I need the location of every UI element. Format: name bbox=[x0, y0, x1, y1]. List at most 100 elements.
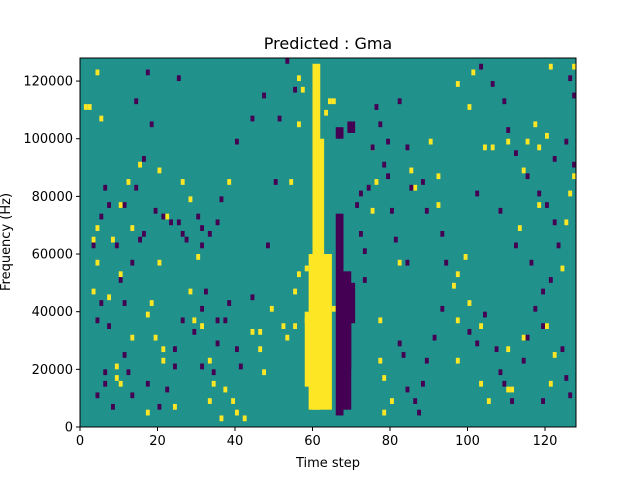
heatmap-cell-high bbox=[521, 334, 526, 341]
heatmap-cell-low bbox=[204, 288, 208, 295]
heatmap-cell-high bbox=[506, 138, 511, 145]
heatmap-cell-low bbox=[525, 173, 530, 180]
heatmap-cell-low bbox=[250, 115, 255, 122]
heatmap-cell-high bbox=[91, 288, 96, 295]
heatmap-cell-low bbox=[200, 242, 205, 249]
heatmap-cell-low bbox=[145, 69, 150, 76]
heatmap-cell-low bbox=[572, 161, 577, 168]
heatmap-cell-low bbox=[374, 104, 379, 110]
heatmap-cell-low bbox=[494, 346, 499, 353]
heatmap-cell-low bbox=[130, 392, 135, 399]
heatmap-cell-high bbox=[486, 398, 491, 404]
heatmap-cell-high bbox=[331, 98, 336, 105]
x-axis-label: Time step bbox=[295, 456, 360, 471]
heatmap-cell-low bbox=[502, 98, 507, 105]
heatmap-cell-low bbox=[440, 230, 445, 237]
heatmap-cell-low bbox=[107, 202, 112, 208]
heatmap-cell-low bbox=[514, 150, 518, 157]
heatmap-cell-high bbox=[285, 334, 290, 341]
heatmap-cell-high bbox=[173, 403, 177, 410]
heatmap-cell-high bbox=[467, 104, 472, 110]
heatmap-cell-low bbox=[200, 225, 205, 231]
heatmap-cell-low bbox=[421, 179, 425, 185]
heatmap-cell-high bbox=[207, 357, 212, 364]
x-tick-label: 40 bbox=[227, 434, 244, 449]
heatmap-cell-low bbox=[533, 305, 538, 312]
heatmap-cell-high bbox=[114, 363, 119, 370]
heatmap-cell-high bbox=[281, 323, 286, 329]
heatmap-cells bbox=[80, 58, 577, 427]
heatmap-cell-high bbox=[564, 219, 569, 226]
heatmap-cell-low bbox=[560, 346, 565, 353]
heatmap-cell-high bbox=[231, 398, 236, 404]
heatmap-cell-low bbox=[142, 156, 146, 162]
heatmap-cell-low bbox=[475, 340, 480, 347]
heatmap-cell-high bbox=[374, 179, 379, 185]
heatmap-cell-low bbox=[223, 317, 228, 324]
heatmap-cell-low bbox=[285, 58, 290, 64]
heatmap-cell-high bbox=[157, 167, 162, 174]
heatmap-cell-low bbox=[207, 230, 212, 237]
heatmap-cell-low bbox=[103, 369, 108, 376]
heatmap-cell-high bbox=[525, 138, 530, 145]
heatmap-cell-high bbox=[537, 144, 542, 151]
heatmap-cell-low bbox=[545, 202, 549, 208]
heatmap-cell-low bbox=[421, 380, 425, 387]
heatmap-cell-low bbox=[238, 363, 243, 370]
heatmap-cell-high bbox=[211, 380, 216, 387]
heatmap-cell-low bbox=[417, 409, 422, 416]
heatmap-cell-high bbox=[552, 352, 557, 358]
y-tick-label: 40000 bbox=[32, 305, 73, 320]
heatmap-cell-high bbox=[548, 380, 553, 387]
heatmap-cell-low bbox=[432, 334, 437, 341]
heatmap-cell-high bbox=[490, 144, 495, 151]
heatmap-cell-low bbox=[424, 357, 429, 364]
x-tick-label: 120 bbox=[533, 434, 558, 449]
heatmap-cell-high bbox=[200, 323, 205, 329]
heatmap-cell-low bbox=[483, 311, 487, 318]
heatmap-cell-low bbox=[250, 294, 255, 301]
heatmap-cell-low bbox=[266, 242, 270, 249]
y-tick-label: 60000 bbox=[32, 248, 73, 263]
heatmap-cell-high bbox=[568, 190, 573, 197]
heatmap-cell-high bbox=[219, 415, 224, 422]
heatmap-cell-low bbox=[262, 92, 267, 99]
heatmap-cell-high bbox=[471, 69, 476, 76]
heatmap-cell-low bbox=[95, 317, 100, 324]
heatmap-cell-low bbox=[200, 305, 205, 312]
heatmap-cell-low bbox=[390, 207, 394, 214]
y-tick-label: 120000 bbox=[23, 75, 73, 90]
heatmap-cell-high bbox=[331, 305, 336, 312]
heatmap-cell-low bbox=[405, 386, 410, 393]
heatmap-cell-high bbox=[572, 63, 577, 70]
heatmap-cell-low bbox=[537, 190, 542, 197]
heatmap-cell-high bbox=[145, 409, 150, 416]
heatmap-cell-low bbox=[142, 230, 146, 237]
heatmap-cell-low bbox=[490, 81, 495, 87]
heatmap-cell-high bbox=[545, 132, 549, 139]
heatmap-cell-low bbox=[200, 363, 205, 370]
heatmap-cell-low bbox=[134, 184, 139, 191]
x-axis: 0 20 40 60 80 100 120 bbox=[76, 427, 558, 449]
heatmap-cell-high bbox=[87, 104, 92, 110]
heatmap-cell-low bbox=[359, 190, 363, 197]
chart-title: Predicted : Gma bbox=[264, 34, 392, 53]
heatmap-cell-high bbox=[107, 294, 112, 301]
x-tick-label: 20 bbox=[149, 434, 166, 449]
heatmap-cell-low bbox=[405, 259, 410, 266]
heatmap-cell-high bbox=[390, 398, 394, 404]
heatmap-cell-high bbox=[517, 225, 522, 231]
heatmap-cell-high bbox=[258, 328, 263, 335]
heatmap-cell-high bbox=[161, 357, 166, 364]
heatmap-cell-high bbox=[467, 300, 472, 306]
heatmap-cell-high bbox=[130, 334, 135, 341]
heatmap-cell-high bbox=[455, 317, 460, 324]
y-tick-label: 80000 bbox=[32, 190, 73, 205]
heatmap-cell-high bbox=[537, 202, 542, 208]
heatmap-cell-high bbox=[521, 167, 526, 174]
heatmap-cell-high bbox=[409, 167, 414, 174]
heatmap-cell-low bbox=[413, 398, 418, 404]
heatmap-cell-low bbox=[502, 380, 507, 387]
heatmap-cell-low bbox=[126, 369, 131, 376]
heatmap-band-low bbox=[335, 213, 344, 416]
